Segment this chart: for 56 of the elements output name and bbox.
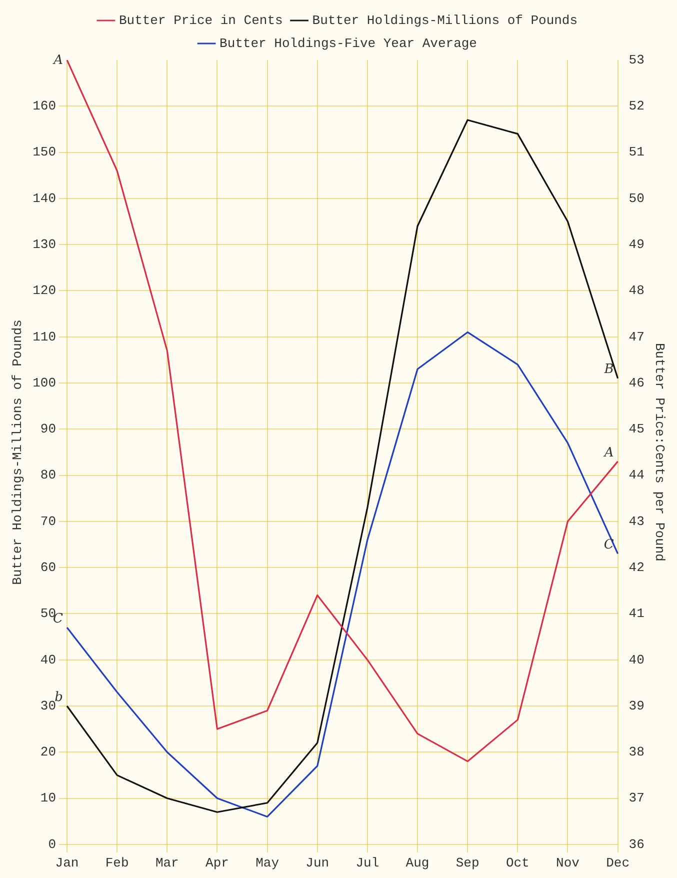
x-tick-label: Dec [606,856,630,871]
y-tick-label: 60 [40,560,56,575]
y-tick-label: 0 [48,836,56,852]
x-tick-label: Jun [306,856,330,871]
x-tick-label: Jul [356,856,380,871]
y-tick-label: 80 [40,468,56,483]
x-tick-label: May [256,856,280,871]
y-tick-label: 20 [40,744,56,760]
y-tick-label: 150 [32,144,56,160]
y2-tick-label: 37 [628,790,644,806]
x-tick-label: Mar [155,856,179,871]
y-tick-label: 130 [32,237,56,252]
y2-tick-label: 41 [628,606,645,622]
y2-tick-label: 43 [628,514,644,529]
legend-label: Butter Price in Cents [118,12,283,28]
x-tick-label: Oct [506,856,530,871]
x-tick-label: Jan [55,856,79,871]
annotation: b [54,690,64,705]
y-tick-label: 30 [40,698,56,714]
y2-tick-label: 42 [628,560,644,575]
y-tick-label: 120 [32,283,56,298]
y-tick-label: 40 [40,652,56,668]
y-tick-label: 140 [32,190,56,206]
x-tick-label: Sep [456,856,480,871]
y2-tick-label: 51 [628,144,645,160]
y2-tick-label: 47 [628,329,644,344]
y2-tick-label: 36 [628,836,644,852]
annotation: A [603,445,614,460]
y2-tick-label: 49 [628,237,644,252]
y2-tick-label: 39 [628,698,644,714]
legend-label: Butter Holdings-Millions of Pounds [312,12,578,28]
y-tick-label: 160 [32,98,56,114]
y2-tick-label: 52 [628,98,644,114]
x-tick-label: Apr [206,856,229,871]
annotation: A [52,53,64,68]
y2-tick-label: 50 [628,190,644,206]
y2-tick-label: 38 [628,744,644,760]
x-tick-label: Feb [105,856,129,871]
y2-tick-label: 40 [628,652,644,668]
annotation: C [604,538,614,553]
y2-tick-label: 44 [628,468,645,483]
annotation: B [603,362,614,378]
y2-tick-label: 45 [628,422,644,437]
y2-axis-title: Butter Price:Cents per Pound [652,342,667,562]
y-tick-label: 100 [32,375,56,390]
y2-tick-label: 46 [628,375,644,390]
y-tick-label: 90 [40,422,56,437]
y-tick-label: 10 [40,790,56,806]
x-tick-label: Nov [556,856,580,871]
y-tick-label: 70 [40,514,56,529]
legend-label: Butter Holdings-Five Year Average [220,36,477,51]
x-tick-label: Aug [406,856,430,871]
y2-tick-label: 53 [628,52,644,68]
y-axis-title: Butter Holdings-Millions of Pounds [10,320,26,585]
y2-tick-label: 48 [628,283,644,298]
y-tick-label: 110 [32,329,56,344]
